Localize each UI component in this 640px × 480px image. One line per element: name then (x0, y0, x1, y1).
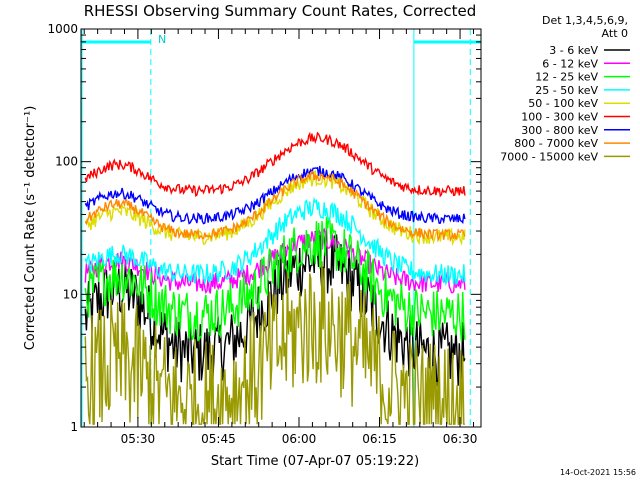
legend-entry-label: 50 - 100 keV (528, 97, 598, 110)
x-tick-label: 06:00 (282, 432, 317, 446)
series-line (84, 165, 466, 225)
legend-entry-label: 6 - 12 keV (542, 57, 598, 70)
night-label: N (158, 33, 166, 46)
x-tick-label: 06:30 (443, 432, 478, 446)
legend-entry-label: 300 - 800 keV (521, 124, 598, 137)
x-tick-label: 05:30 (121, 432, 156, 446)
x-tick-label: 05:45 (201, 432, 236, 446)
axes: 1 10 100 1000 05:30 05:45 06:00 06:15 06:30 (47, 22, 481, 446)
plot-area (81, 29, 481, 427)
chart-title: RHESSI Observing Summary Count Rates, Co… (84, 2, 477, 20)
timestamp: 14-Oct-2021 15:56 (560, 468, 636, 477)
series-line (84, 216, 466, 342)
y-tick-label: 1000 (47, 22, 78, 36)
series-line (84, 169, 466, 247)
x-tick-label: 06:15 (362, 432, 397, 446)
y-tick-label: 100 (55, 155, 78, 169)
legend-entry-label: 800 - 7000 keV (514, 137, 598, 150)
legend-entry-label: 100 - 300 keV (521, 111, 598, 124)
series-line (84, 227, 466, 295)
series-line (84, 131, 466, 198)
legend-entry-label: 7000 - 15000 keV (500, 150, 598, 163)
x-axis-label: Start Time (07-Apr-07 05:19:22) (211, 454, 419, 469)
series-line (84, 170, 466, 243)
series-line (84, 261, 465, 425)
legend-entry-label: 25 - 50 keV (535, 84, 598, 97)
legend-header-attenuator: Att 0 (602, 27, 628, 40)
y-axis-label: Corrected Count Rate (s⁻¹ detector⁻¹) (23, 106, 38, 351)
legend-entry-label: 3 - 6 keV (549, 44, 598, 57)
y-tick-label: 10 (63, 287, 78, 301)
y-tick-label: 1 (70, 420, 78, 434)
plot-frame (80, 28, 482, 428)
legend-entry-label: 12 - 25 keV (535, 71, 598, 84)
series-line (84, 196, 466, 287)
legend-header-detectors: Det 1,3,4,5,6,9, (542, 14, 628, 27)
